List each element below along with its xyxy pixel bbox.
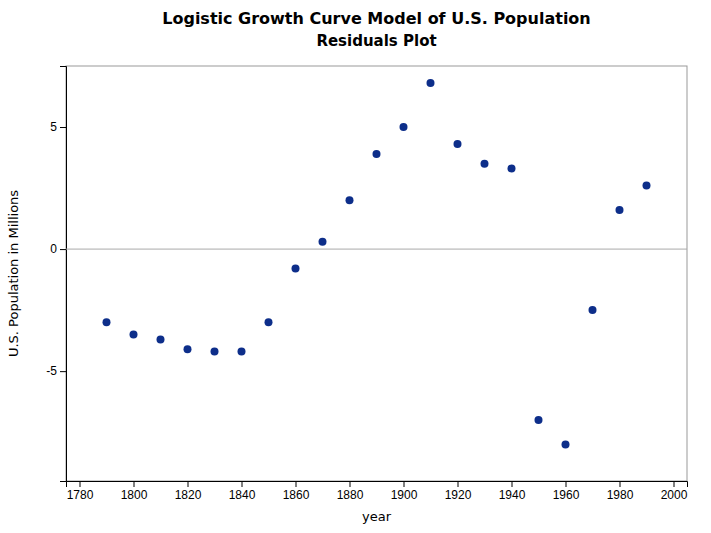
point: [373, 150, 381, 158]
point: [427, 79, 435, 87]
y-axis: -5 0 5: [46, 67, 66, 482]
tick: 1960: [553, 481, 580, 502]
tick-label: 1960: [553, 488, 580, 502]
tick-label: -5: [46, 364, 57, 378]
tick-label: 1820: [175, 488, 202, 502]
tick: 1900: [391, 481, 418, 502]
tick-label: 0: [50, 242, 57, 256]
point: [589, 306, 597, 314]
tick-label: 5: [50, 120, 57, 134]
x-axis: 1780 1800 1820 1840 1860 1880 1900 1920 1940 1960…: [67, 481, 688, 502]
tick-mark: [134, 481, 135, 487]
point: [562, 440, 570, 448]
tick: 0: [50, 242, 66, 256]
tick: 1840: [229, 481, 256, 502]
point: [130, 331, 138, 339]
point: [400, 123, 408, 131]
point: [616, 206, 624, 214]
point: [292, 265, 300, 273]
tick-mark: [404, 481, 405, 487]
point: [454, 140, 462, 148]
tick-mark: [60, 249, 66, 250]
point: [481, 160, 489, 168]
tick-mark: [458, 481, 459, 487]
tick: 5: [50, 120, 66, 134]
tick-label: 1800: [121, 488, 148, 502]
point: [643, 182, 651, 190]
y-axis-label: U.S. Population in Millions: [6, 190, 21, 357]
tick-label: 1980: [607, 488, 634, 502]
tick-mark: [60, 371, 66, 372]
tick-label: 1860: [283, 488, 310, 502]
plot-area: [66, 79, 687, 448]
point: [319, 238, 327, 246]
tick: 1800: [121, 481, 148, 502]
tick: 2000: [661, 481, 688, 502]
tick-mark: [620, 481, 621, 487]
axis-line: [67, 482, 688, 488]
tick: 1920: [445, 481, 472, 502]
tick-mark: [188, 481, 189, 487]
tick-label: 1920: [445, 488, 472, 502]
point: [346, 196, 354, 204]
tick-mark: [674, 481, 675, 487]
tick-mark: [242, 481, 243, 487]
tick: 1780: [67, 481, 94, 502]
reference-line: [66, 249, 687, 250]
point: [184, 345, 192, 353]
point: [508, 165, 516, 173]
tick-mark: [566, 481, 567, 487]
tick-label: 1880: [337, 488, 364, 502]
tick-mark: [80, 481, 81, 487]
tick-label: 1940: [499, 488, 526, 502]
tick: 1980: [607, 481, 634, 502]
tick-label: 2000: [661, 488, 688, 502]
tick-mark: [296, 481, 297, 487]
tick: -5: [46, 364, 66, 378]
point: [238, 348, 246, 356]
subtitle: Residuals Plot: [316, 32, 436, 50]
tick: 1880: [337, 481, 364, 502]
x-axis-label: year: [362, 509, 392, 524]
tick: 1940: [499, 481, 526, 502]
tick: 1860: [283, 481, 310, 502]
point: [535, 416, 543, 424]
tick-label: 1900: [391, 488, 418, 502]
tick-label: 1840: [229, 488, 256, 502]
point: [103, 318, 111, 326]
tick-mark: [60, 127, 66, 128]
point: [265, 318, 273, 326]
tick-mark: [512, 481, 513, 487]
tick-mark: [350, 481, 351, 487]
tick: 1820: [175, 481, 202, 502]
axis-line: [60, 67, 67, 482]
plot-frame: [66, 66, 687, 481]
tick-label: 1780: [67, 488, 94, 502]
title: Logistic Growth Curve Model of U.S. Popu…: [162, 9, 591, 28]
point: [211, 348, 219, 356]
chart: 1780 1800 1820 1840 1860 1880 1900 1920 1940 1960…: [0, 0, 711, 533]
point: [157, 335, 165, 343]
